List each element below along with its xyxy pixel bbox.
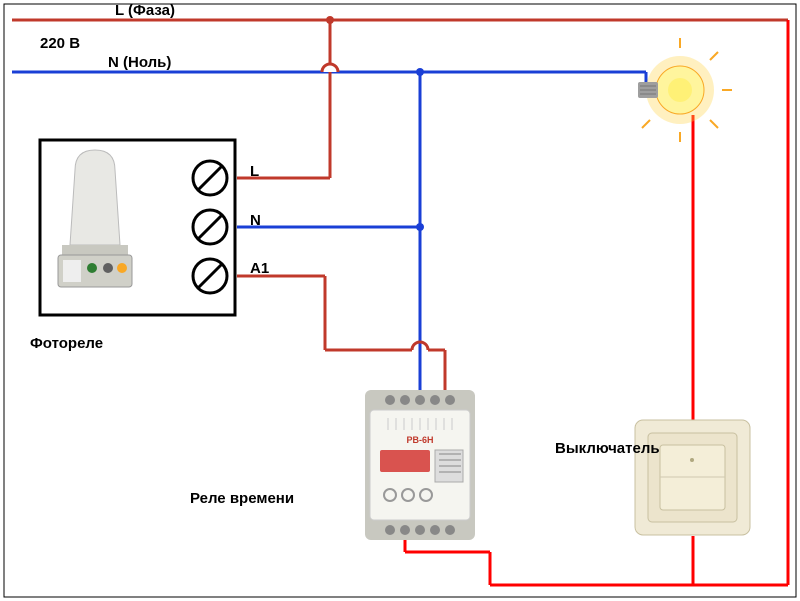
lamp-icon xyxy=(638,38,732,142)
terminal-A1-label: A1 xyxy=(250,260,269,277)
photorelay-label: Фотореле xyxy=(30,335,103,352)
line-N-label: N (Ноль) xyxy=(108,54,171,71)
time-relay-device: РВ-6Н xyxy=(365,390,475,540)
timerelay-label: Реле времени xyxy=(190,490,294,507)
terminal-N-label: N xyxy=(250,212,261,229)
switch-label: Выключатель xyxy=(555,440,660,457)
voltage-label: 220 В xyxy=(40,35,80,52)
photorelay-sensor xyxy=(58,150,132,287)
terminal-L-label: L xyxy=(250,163,259,180)
wall-switch[interactable] xyxy=(635,420,750,535)
terminal-L xyxy=(193,161,227,195)
terminal-N xyxy=(193,210,227,244)
terminal-A1 xyxy=(193,259,227,293)
line-L-label: L (Фаза) xyxy=(115,2,175,19)
relay-model-text: РВ-6Н xyxy=(406,435,433,445)
